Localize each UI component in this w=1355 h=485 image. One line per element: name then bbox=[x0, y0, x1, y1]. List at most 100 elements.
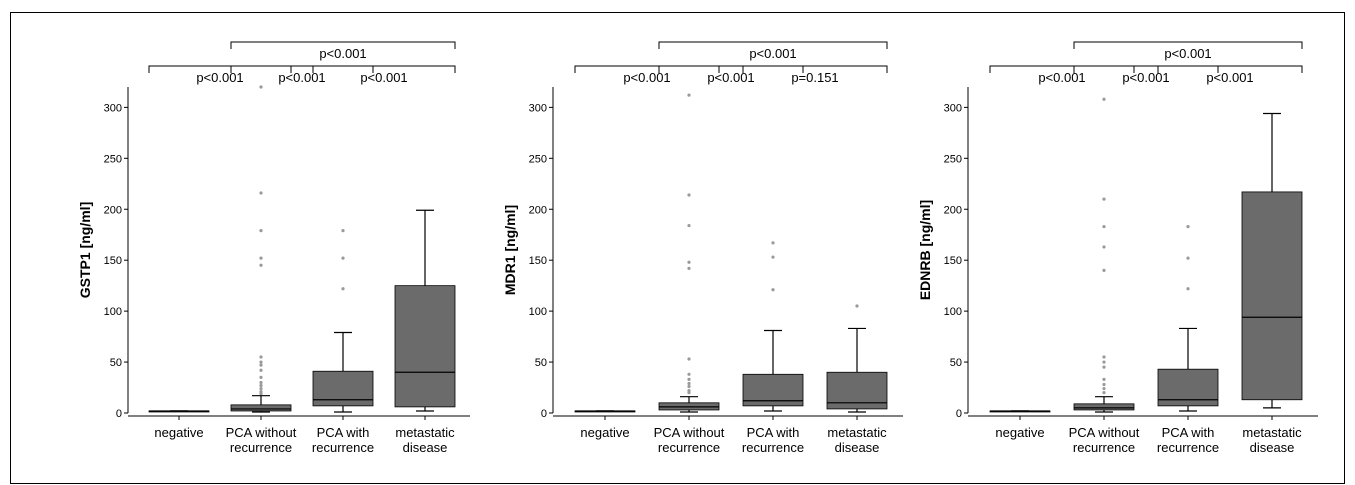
y-axis-label: EDNRB [ng/ml] bbox=[917, 200, 933, 300]
bracket-line bbox=[1157, 65, 1303, 73]
significance-bracket: p<0.001 bbox=[148, 65, 292, 85]
outlier-point bbox=[1102, 391, 1106, 395]
outlier-point bbox=[259, 229, 263, 233]
significance-bracket: p<0.001 bbox=[658, 65, 804, 85]
bracket-line bbox=[658, 41, 888, 49]
chart-panel: 0 50 100 150 200 250 300 EDNRB [ng/ml] negative P… bbox=[917, 41, 1318, 455]
outlier-point bbox=[771, 241, 775, 245]
y-tick-label: 150 bbox=[944, 255, 962, 267]
significance-bracket: p<0.001 bbox=[230, 65, 374, 85]
y-tick-label: 250 bbox=[529, 153, 547, 165]
p-value-label: p<0.001 bbox=[623, 70, 670, 85]
outlier-point bbox=[687, 93, 691, 97]
p-value-label: p<0.001 bbox=[278, 70, 325, 85]
significance-bracket: p<0.001 bbox=[658, 41, 888, 61]
outlier-point bbox=[1102, 224, 1106, 229]
category-label: PCA with recurrence bbox=[742, 425, 804, 455]
bracket-line bbox=[574, 65, 720, 73]
outlier-point bbox=[771, 255, 775, 259]
box-series bbox=[1241, 112, 1303, 409]
outlier-point bbox=[771, 288, 775, 292]
bracket-line bbox=[742, 65, 888, 73]
category-label: metastatic disease bbox=[1242, 425, 1302, 455]
iqr-box bbox=[230, 404, 292, 412]
box-series bbox=[574, 410, 636, 413]
outlier-point bbox=[855, 304, 859, 308]
category-label: negative bbox=[995, 425, 1044, 440]
y-tick-label: 50 bbox=[110, 357, 122, 369]
outlier-point bbox=[259, 380, 263, 385]
p-value-label: p<0.001 bbox=[707, 70, 754, 85]
box-series bbox=[1157, 224, 1219, 412]
significance-bracket: p<0.001 bbox=[574, 65, 720, 85]
outlier-point bbox=[1102, 386, 1106, 391]
outlier-point bbox=[259, 263, 263, 267]
category-label: negative bbox=[580, 425, 629, 440]
bracket-line bbox=[989, 65, 1135, 73]
bracket-line bbox=[148, 65, 292, 73]
outlier-point bbox=[1102, 197, 1106, 201]
outlier-point bbox=[1102, 377, 1106, 381]
outlier-point bbox=[1102, 97, 1106, 101]
category-label: PCA with recurrence bbox=[1157, 425, 1219, 455]
outlier-point bbox=[259, 383, 263, 388]
significance-bracket: p<0.001 bbox=[230, 41, 456, 61]
y-tick-label: 50 bbox=[950, 357, 962, 369]
y-tick-label: 50 bbox=[535, 357, 547, 369]
category-label: PCA without recurrence bbox=[1069, 425, 1140, 455]
figure-frame bbox=[10, 12, 1345, 484]
box-series bbox=[658, 93, 720, 413]
significance-bracket: p<0.001 bbox=[1073, 41, 1303, 61]
outlier-point bbox=[341, 256, 345, 260]
outlier-point bbox=[1102, 268, 1106, 272]
bracket-line bbox=[1073, 65, 1219, 73]
outlier-point bbox=[687, 377, 691, 381]
outlier-point bbox=[259, 368, 263, 372]
outlier-point bbox=[341, 229, 345, 233]
outlier-point bbox=[1186, 256, 1190, 260]
outlier-point bbox=[687, 381, 691, 386]
y-tick-label: 250 bbox=[944, 153, 962, 165]
category-label: PCA with recurrence bbox=[312, 425, 374, 455]
significance-bracket: p<0.001 bbox=[989, 65, 1135, 85]
chart-panel: 0 50 100 150 200 250 300 GSTP1 [ng/ml] negative P… bbox=[77, 41, 470, 455]
significance-bracket: p<0.001 bbox=[1073, 65, 1219, 85]
y-tick-label: 100 bbox=[944, 306, 962, 318]
p-value-label: p<0.001 bbox=[1038, 70, 1085, 85]
y-tick-label: 300 bbox=[104, 102, 122, 114]
outlier-point bbox=[259, 256, 263, 260]
bracket-line bbox=[312, 65, 456, 73]
y-tick-label: 200 bbox=[529, 204, 547, 216]
y-axis-label: GSTP1 [ng/ml] bbox=[77, 202, 93, 298]
p-value-label: p<0.001 bbox=[749, 46, 796, 61]
outlier-point bbox=[687, 193, 691, 197]
category-label: metastatic disease bbox=[395, 425, 455, 455]
box-series bbox=[394, 209, 456, 412]
outlier-point bbox=[259, 360, 263, 364]
y-tick-label: 200 bbox=[944, 204, 962, 216]
p-value-label: p<0.001 bbox=[360, 70, 407, 85]
outlier-point bbox=[1102, 365, 1106, 369]
y-tick-label: 0 bbox=[541, 408, 547, 420]
y-tick-label: 150 bbox=[529, 255, 547, 267]
outlier-point bbox=[259, 85, 263, 89]
significance-bracket: p<0.001 bbox=[312, 65, 456, 85]
bracket-line bbox=[658, 65, 804, 73]
p-value-label: p<0.001 bbox=[1206, 70, 1253, 85]
y-axis-label: MDR1 [ng/ml] bbox=[502, 205, 518, 295]
bracket-line bbox=[230, 65, 374, 73]
outlier-point bbox=[341, 287, 345, 291]
chart-panels: 0 50 100 150 200 250 300 GSTP1 [ng/ml] negative P… bbox=[77, 41, 1318, 455]
y-tick-label: 200 bbox=[104, 204, 122, 216]
outlier-point bbox=[687, 223, 691, 228]
outlier-point bbox=[687, 260, 691, 264]
outlier-point bbox=[1102, 360, 1106, 364]
box-series bbox=[148, 410, 210, 413]
outlier-point bbox=[259, 355, 263, 359]
y-tick-label: 300 bbox=[529, 102, 547, 114]
y-tick-label: 250 bbox=[104, 153, 122, 165]
p-value-label: p<0.001 bbox=[196, 70, 243, 85]
iqr-box bbox=[1073, 403, 1135, 411]
box-series bbox=[1073, 97, 1135, 413]
